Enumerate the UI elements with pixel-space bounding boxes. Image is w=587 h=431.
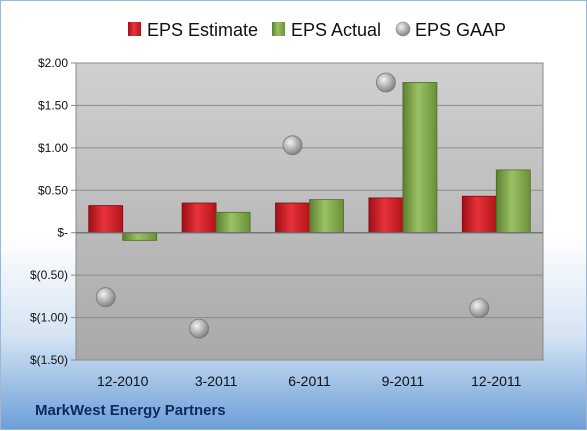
eps-actual-bar (122, 232, 158, 241)
eps-actual-bar (215, 211, 251, 234)
x-category-label: 9-2011 (382, 373, 425, 389)
eps-actual-bar (309, 199, 344, 234)
y-tick-label: $1.00 (38, 141, 68, 155)
x-category-label: 12-2010 (97, 373, 149, 389)
eps-estimate-bar (461, 195, 497, 234)
eps-actual-bar (495, 169, 531, 234)
legend-item-eps-gaap: EPS GAAP (395, 20, 506, 40)
legend-label: EPS Estimate (147, 20, 258, 40)
legend-item-eps-estimate: EPS Estimate (128, 20, 258, 40)
legend-swatch (128, 22, 141, 36)
x-category-label: 6-2011 (288, 373, 331, 389)
x-category-label: 12-2011 (471, 373, 522, 389)
eps-actual-bar (402, 82, 438, 234)
legend-label: EPS GAAP (415, 20, 506, 40)
legend-item-eps-actual: EPS Actual (272, 20, 381, 40)
eps-estimate-bar (368, 197, 404, 234)
eps-gaap-marker (469, 298, 490, 319)
y-tick-label: $- (57, 226, 68, 240)
legend-swatch (395, 21, 411, 37)
eps-estimate-bar (275, 202, 310, 234)
legend-label: EPS Actual (291, 20, 381, 40)
eps-gaap-marker (375, 72, 396, 93)
y-tick-label: $0.50 (38, 183, 68, 197)
eps-gaap-marker (95, 287, 116, 308)
y-tick-label: $(0.50) (30, 268, 68, 282)
eps-estimate-bar (181, 202, 217, 234)
x-category-label: 3-2011 (195, 373, 238, 389)
y-tick-label: $(1.00) (30, 311, 68, 325)
eps-gaap-marker (282, 135, 303, 156)
y-tick-label: $2.00 (38, 56, 68, 70)
y-tick-label: $1.50 (38, 98, 68, 112)
company-name: MarkWest Energy Partners (35, 402, 226, 419)
legend-swatch (272, 22, 285, 36)
eps-estimate-bar (88, 205, 124, 234)
y-tick-label: $(1.50) (30, 353, 68, 367)
eps-gaap-marker (189, 318, 210, 339)
